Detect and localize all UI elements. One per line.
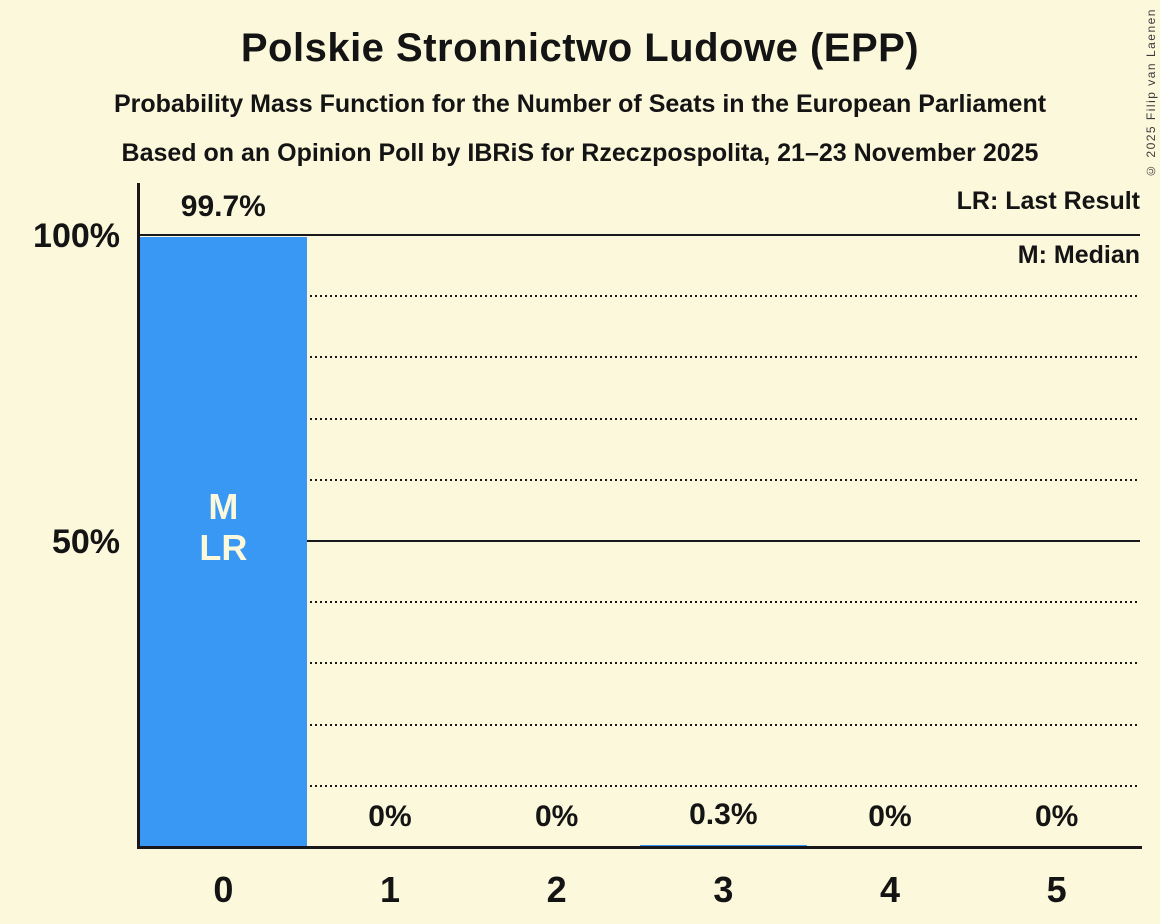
value-label-seats-1: 0% xyxy=(368,800,412,833)
chart-subtitle-function: Probability Mass Function for the Number… xyxy=(113,90,1047,118)
gridline-80-pct xyxy=(140,356,1140,359)
x-axis-tick-labels: 0 1 2 3 4 5 xyxy=(140,869,1140,915)
gridline-10-pct xyxy=(140,784,1140,787)
bar-annotation-line: M xyxy=(208,486,239,527)
bar-seats-0 xyxy=(140,236,307,847)
chart-title: Polskie Stronnictwo Ludowe (EPP) xyxy=(240,26,920,70)
legend-last-result: LR: Last Result xyxy=(956,187,1140,215)
gridline-70-pct xyxy=(140,417,1140,420)
x-tick-label-5: 5 xyxy=(1046,869,1067,910)
x-tick-label-0: 0 xyxy=(213,869,234,910)
gridline-30-pct xyxy=(140,662,1140,665)
value-label-seats-4: 0% xyxy=(868,800,912,833)
y-axis-tick-label-100: 100% xyxy=(33,217,120,255)
value-label-seats-0: 99.7% xyxy=(180,189,266,223)
x-tick-label-3: 3 xyxy=(713,869,734,910)
gridline-40-pct xyxy=(140,601,1140,604)
gridline-20-pct xyxy=(140,723,1140,726)
chart-subtitle-poll-source: Based on an Opinion Poll by IBRiS for Rz… xyxy=(121,139,1039,167)
x-tick-label-2: 2 xyxy=(546,869,567,910)
bar-annotation-line: LR xyxy=(199,527,248,568)
value-label-seats-3: 0.3% xyxy=(689,798,758,832)
gridline-60-pct xyxy=(140,478,1140,481)
plot-area: 99.7% 0% 0% 0.3% 0% 0% M LR xyxy=(140,190,1140,847)
gridline-100-pct xyxy=(140,234,1140,236)
y-axis-tick-label-50: 50% xyxy=(51,523,120,561)
x-tick-label-4: 4 xyxy=(879,869,900,910)
value-label-seats-2: 0% xyxy=(534,800,579,833)
x-axis-line xyxy=(137,846,1142,849)
bar-annotation-median-last-result: M LR xyxy=(140,486,307,568)
legend-median: M: Median xyxy=(1017,241,1140,269)
copyright-notice: © 2025 Filip van Laenen xyxy=(1144,8,1158,178)
value-label-seats-5: 0% xyxy=(1034,800,1079,833)
gridline-90-pct xyxy=(140,295,1140,298)
y-axis-line xyxy=(137,183,140,849)
x-tick-label-1: 1 xyxy=(379,869,400,910)
gridline-50-pct xyxy=(140,540,1140,542)
